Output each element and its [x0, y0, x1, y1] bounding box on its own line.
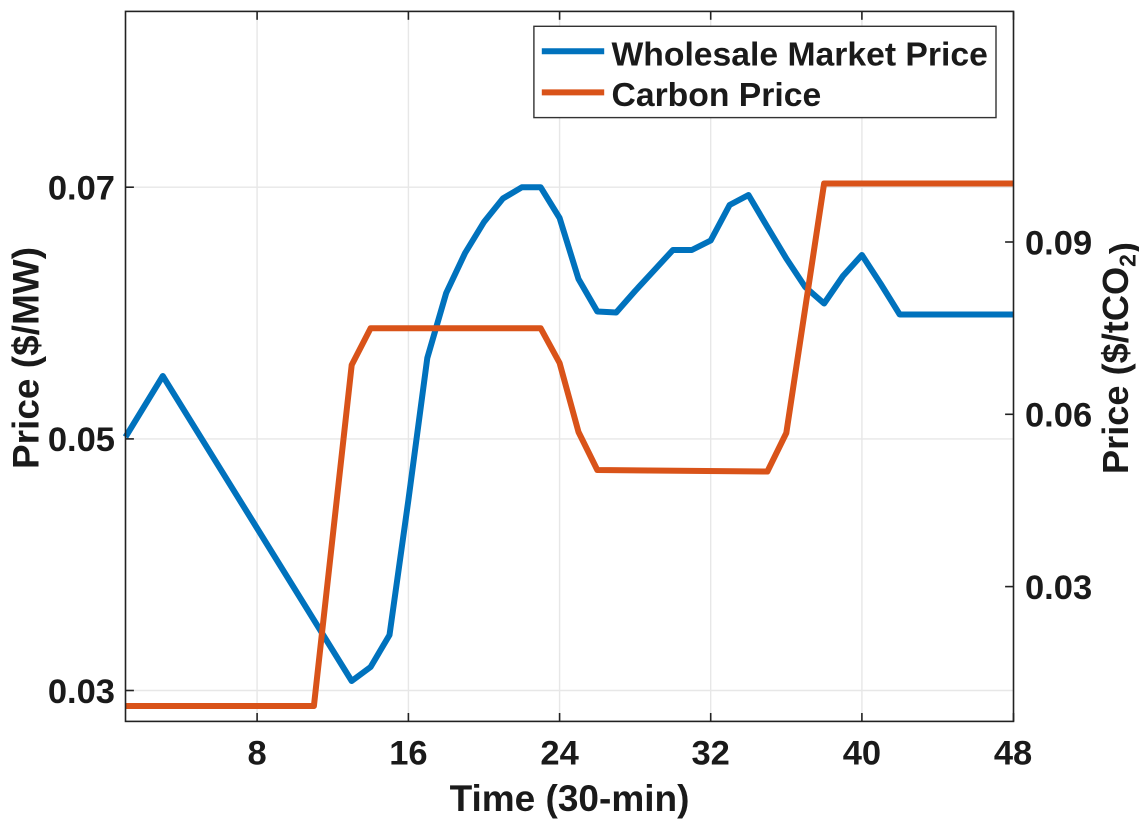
svg-text:Carbon Price: Carbon Price: [612, 76, 822, 114]
svg-text:0.03: 0.03: [48, 673, 115, 711]
svg-text:Time (30-min): Time (30-min): [450, 778, 690, 819]
svg-text:0.03: 0.03: [1025, 569, 1092, 607]
svg-text:Price ($/tCO2): Price ($/tCO2): [1095, 242, 1139, 474]
svg-text:48: 48: [994, 735, 1032, 773]
svg-text:16: 16: [389, 735, 427, 773]
svg-text:0.05: 0.05: [48, 421, 115, 459]
svg-text:0.07: 0.07: [48, 170, 115, 208]
svg-text:0.09: 0.09: [1025, 224, 1092, 262]
svg-text:24: 24: [540, 735, 578, 773]
svg-text:0.06: 0.06: [1025, 397, 1092, 435]
svg-text:Price ($/MW): Price ($/MW): [6, 247, 47, 469]
svg-text:32: 32: [692, 735, 730, 773]
svg-text:8: 8: [248, 735, 267, 773]
svg-text:Wholesale Market Price: Wholesale Market Price: [612, 35, 988, 73]
svg-text:40: 40: [843, 735, 881, 773]
